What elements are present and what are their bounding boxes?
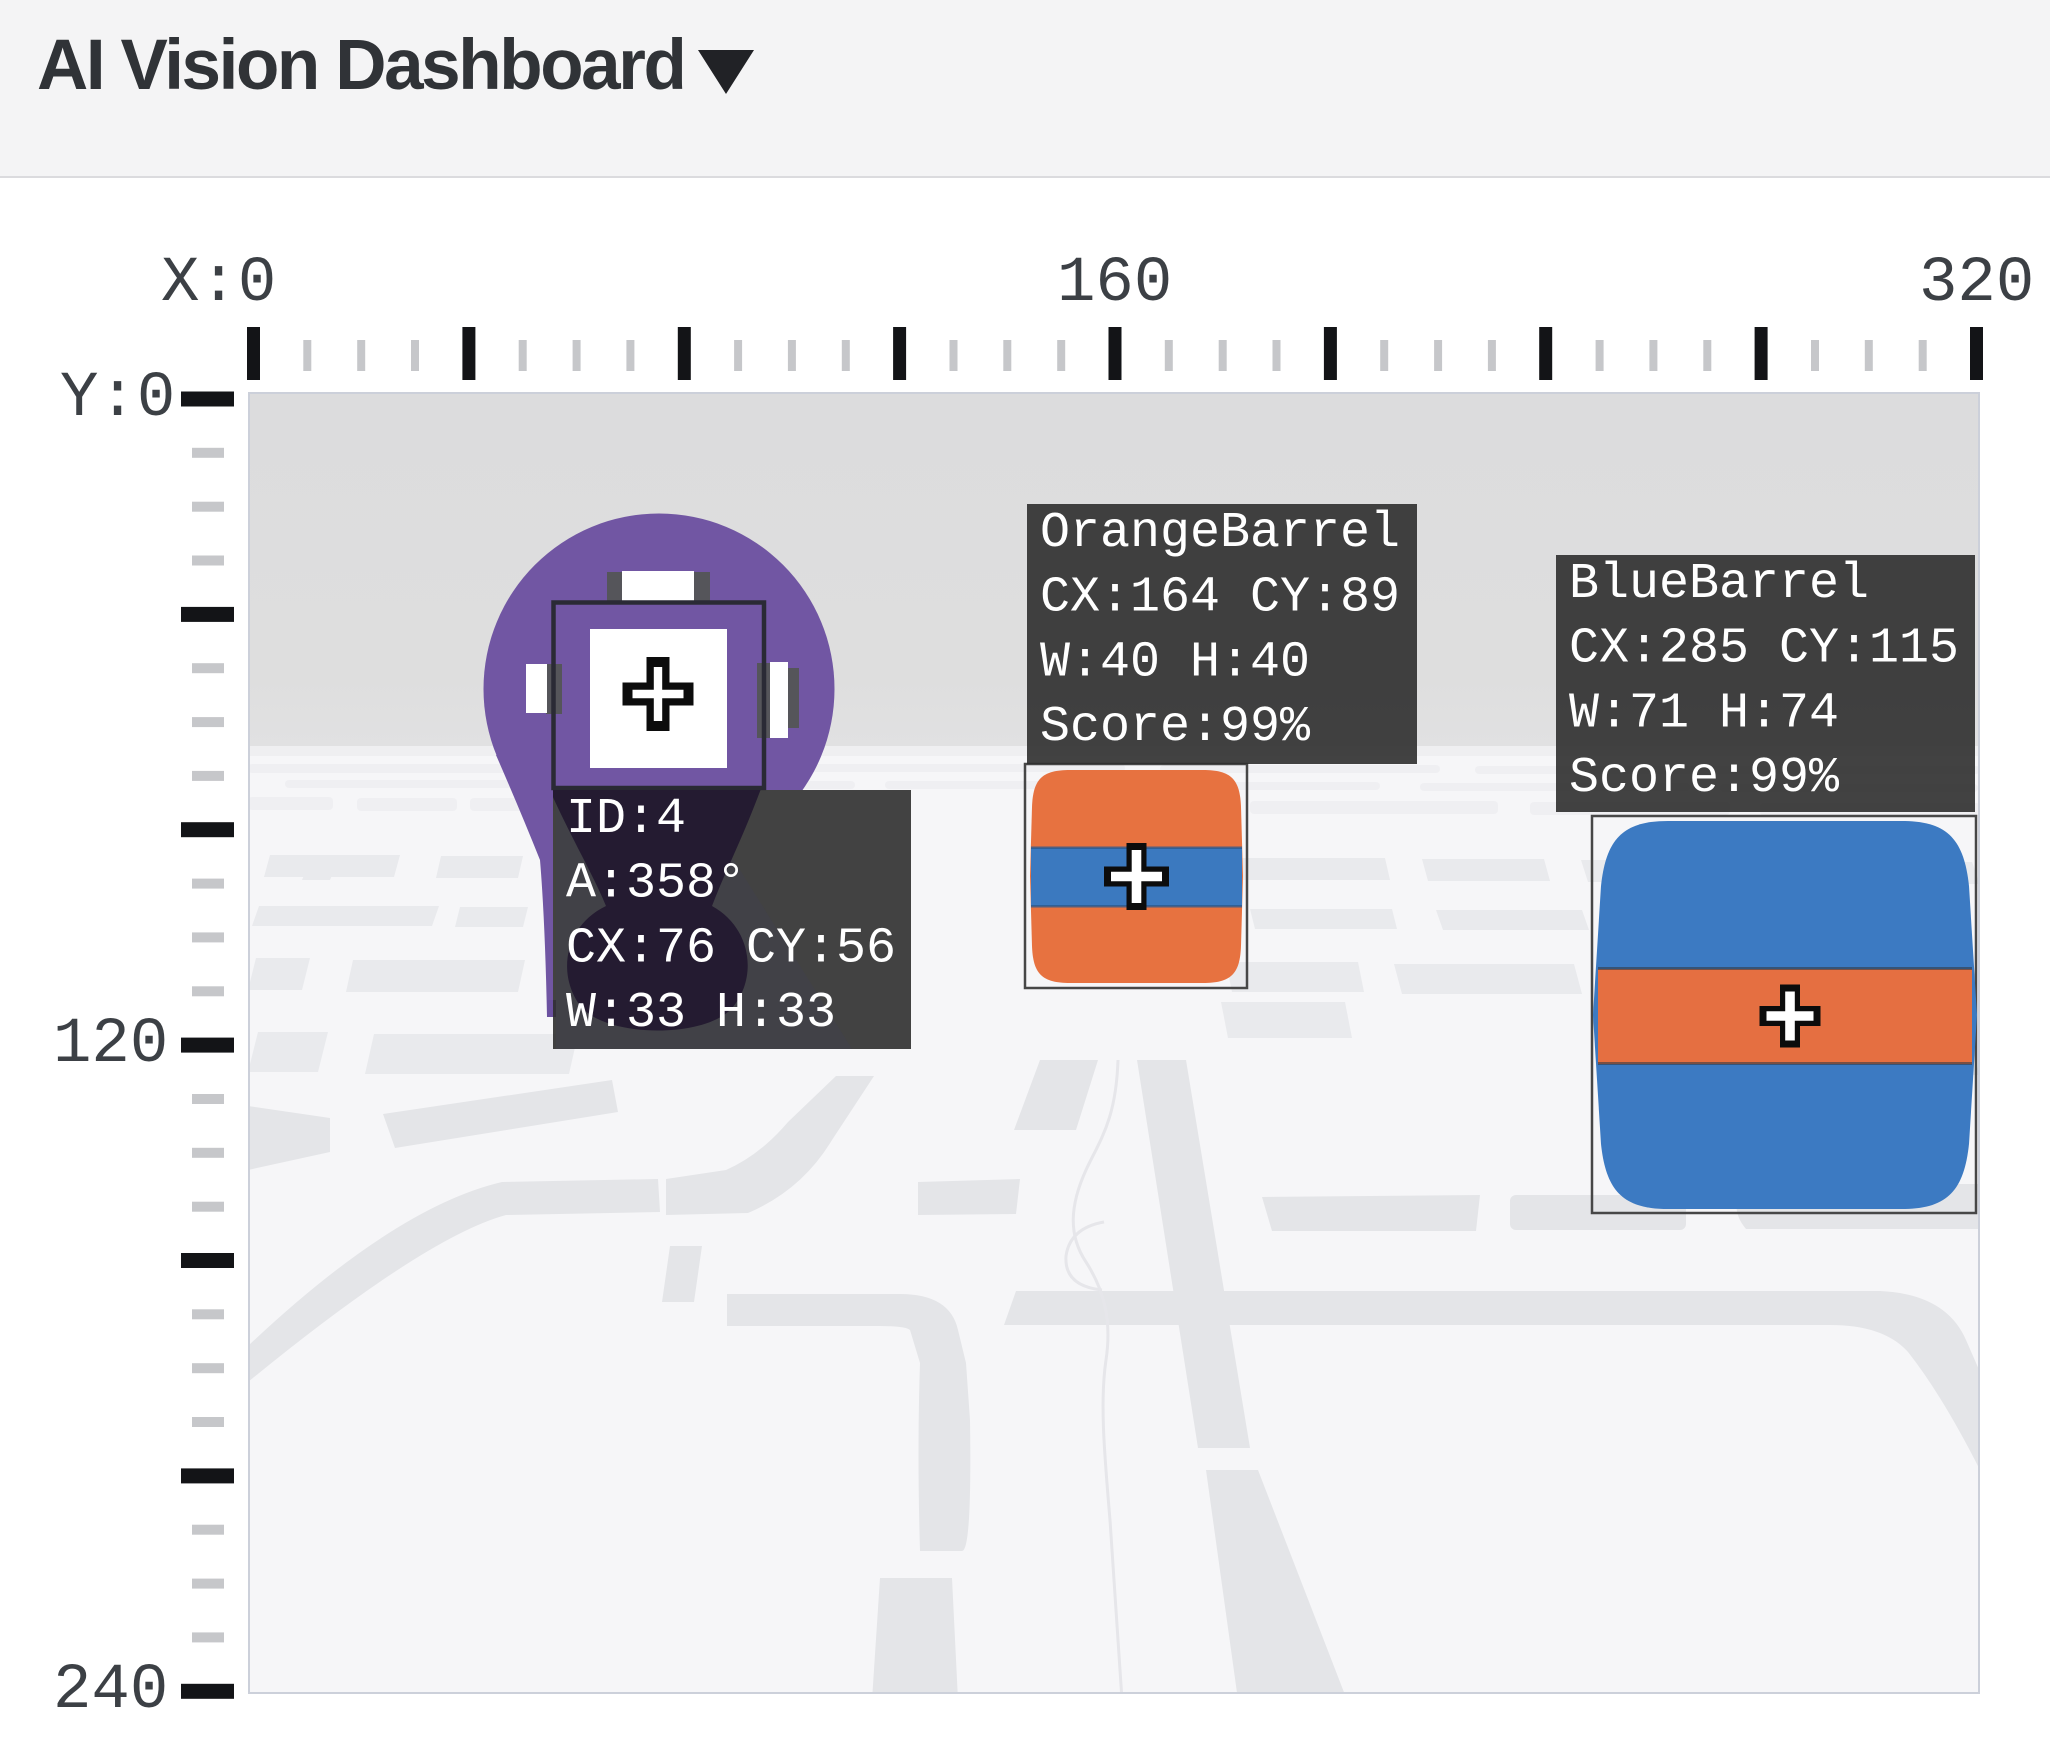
svg-text:A:358°: A:358° xyxy=(566,856,746,913)
svg-text:W:71 H:74: W:71 H:74 xyxy=(1569,685,1839,742)
svg-text:CX:76 CY:56: CX:76 CY:56 xyxy=(566,920,896,977)
svg-text:CX:164 CY:89: CX:164 CY:89 xyxy=(1040,570,1400,627)
svg-text:CX:285 CY:115: CX:285 CY:115 xyxy=(1569,621,1959,678)
svg-text:Score:99%: Score:99% xyxy=(1040,699,1311,756)
svg-text:OrangeBarrel: OrangeBarrel xyxy=(1040,505,1400,562)
svg-text:Score:99%: Score:99% xyxy=(1569,750,1840,807)
svg-text:W:33 H:33: W:33 H:33 xyxy=(566,985,836,1042)
svg-text:W:40 H:40: W:40 H:40 xyxy=(1040,634,1310,691)
svg-text:ID:4: ID:4 xyxy=(566,791,686,848)
svg-text:BlueBarrel: BlueBarrel xyxy=(1569,556,1869,613)
